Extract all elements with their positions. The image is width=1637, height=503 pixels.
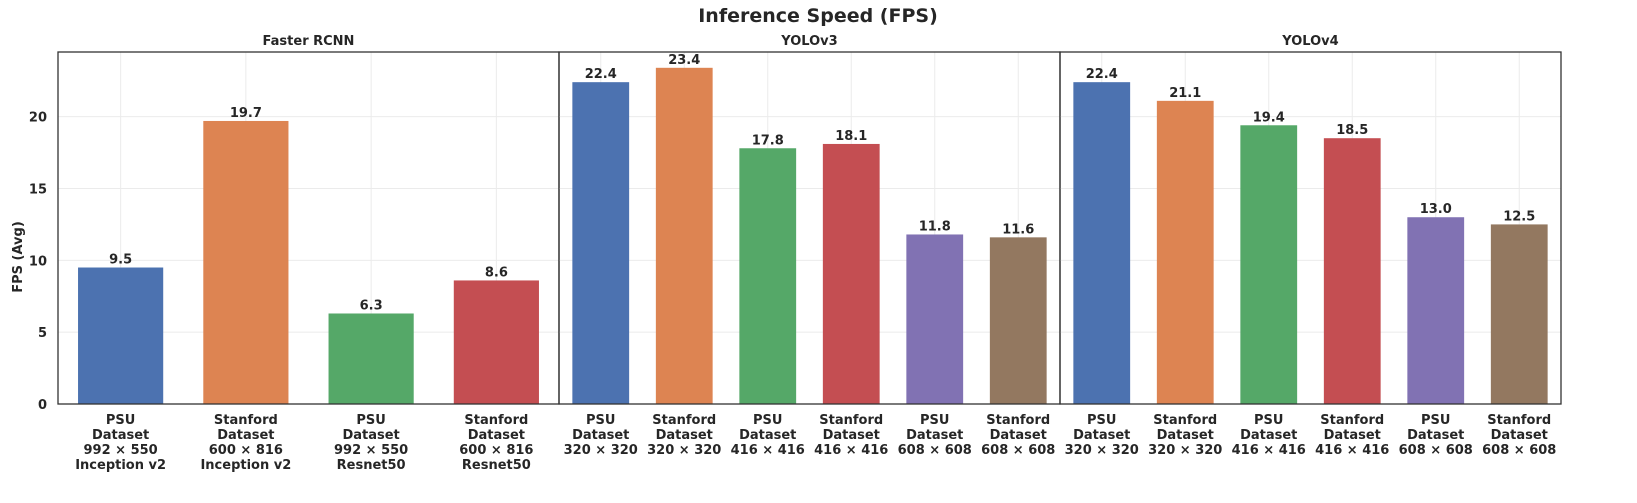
data-label: 12.5 (1503, 209, 1535, 224)
panel-title: YOLOv3 (780, 34, 837, 49)
category-label: Stanford Dataset 600 × 816 Resnet50 (459, 413, 533, 473)
bar (1073, 82, 1131, 405)
bar (1156, 100, 1214, 405)
bar (572, 82, 630, 405)
data-label: 18.5 (1336, 123, 1368, 138)
y-axis-label: FPS (Avg) (11, 221, 26, 293)
bar (822, 143, 880, 404)
data-label: 22.4 (1086, 67, 1118, 82)
category-label: Stanford Dataset 416 × 416 (814, 413, 888, 458)
y-tick-label: 15 (29, 182, 47, 197)
panel-2: YOLOv3 22.4 PSU Dataset 320 × 320 23.4 Stanfor… (558, 34, 1061, 458)
bar (1407, 217, 1465, 404)
data-label: 9.5 (109, 253, 132, 268)
bar (453, 280, 539, 404)
panel-3: YOLOv4 22.4 PSU Dataset 320 × 320 21.1 Stanfor… (1059, 34, 1562, 458)
bar (1323, 138, 1381, 404)
data-label: 11.6 (1002, 222, 1034, 237)
data-label: 6.3 (360, 298, 383, 313)
category-label: Stanford Dataset 320 × 320 (1148, 413, 1222, 458)
bar (989, 237, 1047, 404)
category-label: PSU Dataset 608 × 608 (1399, 413, 1473, 458)
data-label: 13.0 (1420, 202, 1452, 217)
category-label: Stanford Dataset 608 × 608 (1482, 413, 1556, 458)
data-label: 8.6 (485, 265, 508, 280)
bar (203, 120, 289, 405)
category-label: PSU Dataset 992 × 550 Resnet50 (334, 413, 408, 473)
category-label: PSU Dataset 416 × 416 (731, 413, 805, 458)
chart-title: Inference Speed (FPS) (698, 5, 938, 27)
bar (1490, 224, 1548, 404)
data-label: 11.8 (919, 219, 951, 234)
panel-frame (558, 51, 1061, 405)
category-label: Stanford Dataset 608 × 608 (981, 413, 1055, 458)
chart-panels: Faster RCNN 9.5 PSU Dataset 992 × 550 Incepti… (29, 34, 1562, 473)
y-axis-ticks: 0 5 10 15 20 (29, 111, 47, 413)
data-label: 23.4 (668, 53, 700, 68)
category-label: PSU Dataset 608 × 608 (898, 413, 972, 458)
bar (1240, 125, 1298, 404)
category-label: PSU Dataset 416 × 416 (1232, 413, 1306, 458)
data-label: 18.1 (835, 129, 867, 144)
y-tick-label: 5 (38, 326, 47, 341)
data-label: 22.4 (585, 67, 617, 82)
category-label: PSU Dataset 992 × 550 Inception v2 (75, 413, 166, 473)
y-tick-label: 0 (38, 398, 47, 413)
data-label: 21.1 (1169, 86, 1201, 101)
bar (78, 267, 164, 404)
bar (655, 67, 713, 405)
data-label: 19.4 (1253, 110, 1285, 125)
bar (906, 234, 964, 404)
bar (739, 148, 797, 404)
y-tick-label: 20 (29, 111, 47, 126)
data-label: 17.8 (752, 133, 784, 148)
panel-1: Faster RCNN 9.5 PSU Dataset 992 × 550 Incepti… (57, 34, 560, 473)
category-label: Stanford Dataset 416 × 416 (1315, 413, 1389, 458)
category-label: PSU Dataset 320 × 320 (564, 413, 638, 458)
data-label: 19.7 (230, 106, 262, 121)
category-label: Stanford Dataset 600 × 816 Inception v2 (200, 413, 291, 473)
panel-title: Faster RCNN (263, 34, 355, 49)
category-label: Stanford Dataset 320 × 320 (647, 413, 721, 458)
panel-frame (1059, 51, 1562, 405)
panel-title: YOLOv4 (1281, 34, 1338, 49)
category-label: PSU Dataset 320 × 320 (1065, 413, 1139, 458)
bar (328, 313, 414, 404)
y-tick-label: 10 (29, 254, 47, 269)
